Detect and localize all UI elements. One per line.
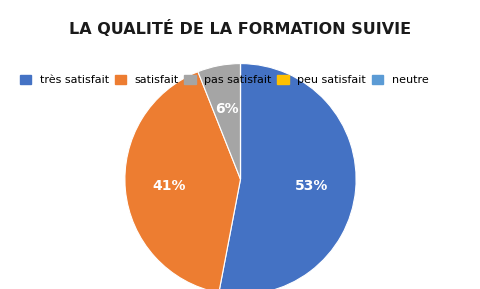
Wedge shape [218,64,355,289]
Wedge shape [198,64,240,179]
Legend: très satisfait, satisfait, pas satisfait, peu satisfait, neutre: très satisfait, satisfait, pas satisfait… [20,75,428,85]
Wedge shape [125,72,240,289]
Text: 6%: 6% [215,102,239,116]
Text: 41%: 41% [152,179,185,193]
Text: 53%: 53% [295,179,328,193]
Text: LA QUALITÉ DE LA FORMATION SUIVIE: LA QUALITÉ DE LA FORMATION SUIVIE [69,20,411,37]
